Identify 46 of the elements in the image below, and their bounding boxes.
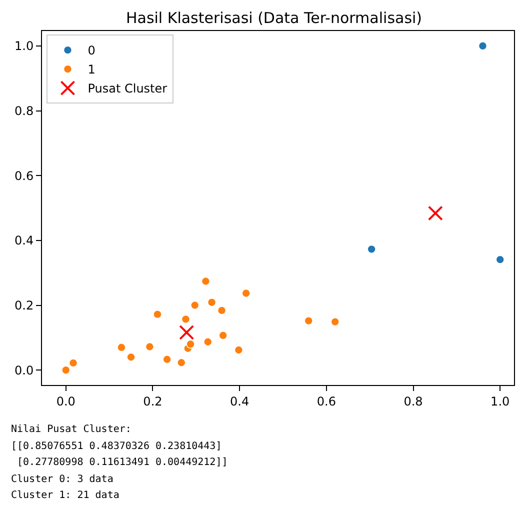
- point: [330, 317, 340, 326]
- point: [179, 324, 194, 340]
- x-tick-label: 0.6: [316, 394, 336, 408]
- text: Cluster 1: 21 data: [11, 490, 120, 501]
- point: [201, 276, 210, 286]
- point: [478, 42, 488, 50]
- point: [190, 300, 200, 310]
- point: [242, 288, 250, 298]
- point: [126, 352, 136, 362]
- point: [428, 206, 443, 221]
- y-tick-label: 0.0: [14, 363, 34, 378]
- legend-label: 0: [88, 44, 96, 58]
- point: [203, 337, 212, 346]
- text: [0.27780998 0.11613491 0.00449212]]: [11, 457, 228, 468]
- point: [153, 310, 162, 319]
- y-tick-label: 0.8: [14, 104, 34, 118]
- point: [117, 343, 126, 352]
- point: [176, 358, 186, 368]
- y-tick-label: 1.0: [14, 39, 34, 54]
- point: [367, 244, 376, 254]
- y-tick-label: 0.6: [14, 168, 34, 183]
- chart-title: Hasil Klasterisasi (Data Ter-normalisasi): [126, 9, 422, 28]
- point: [186, 340, 195, 349]
- point: [181, 314, 190, 324]
- point: [496, 255, 504, 264]
- text: Cluster 0: 3 data: [11, 474, 114, 485]
- x-tick-label: 0.2: [143, 394, 162, 408]
- y-tick-label: 0.4: [14, 234, 34, 248]
- point: [217, 306, 226, 315]
- text: [[0.85076551 0.48370326 0.23810443]: [11, 441, 222, 452]
- legend-label: 1: [88, 62, 96, 77]
- point: [145, 342, 154, 352]
- point: [162, 354, 172, 364]
- x-tick-label: 1.0: [490, 394, 510, 408]
- x-tick-label: 0.0: [56, 394, 76, 408]
- point: [304, 316, 314, 326]
- y-tick-label: 0.2: [14, 298, 34, 312]
- point: [68, 358, 78, 368]
- point: [207, 298, 216, 307]
- point: [218, 331, 228, 340]
- x-tick-label: 0.8: [404, 394, 423, 408]
- text: Nilai Pusat Cluster:: [11, 424, 132, 435]
- x-tick-label: 0.4: [230, 394, 250, 408]
- legend-label: Pusat Cluster: [88, 82, 168, 96]
- point: [61, 366, 70, 374]
- point: [234, 346, 244, 354]
